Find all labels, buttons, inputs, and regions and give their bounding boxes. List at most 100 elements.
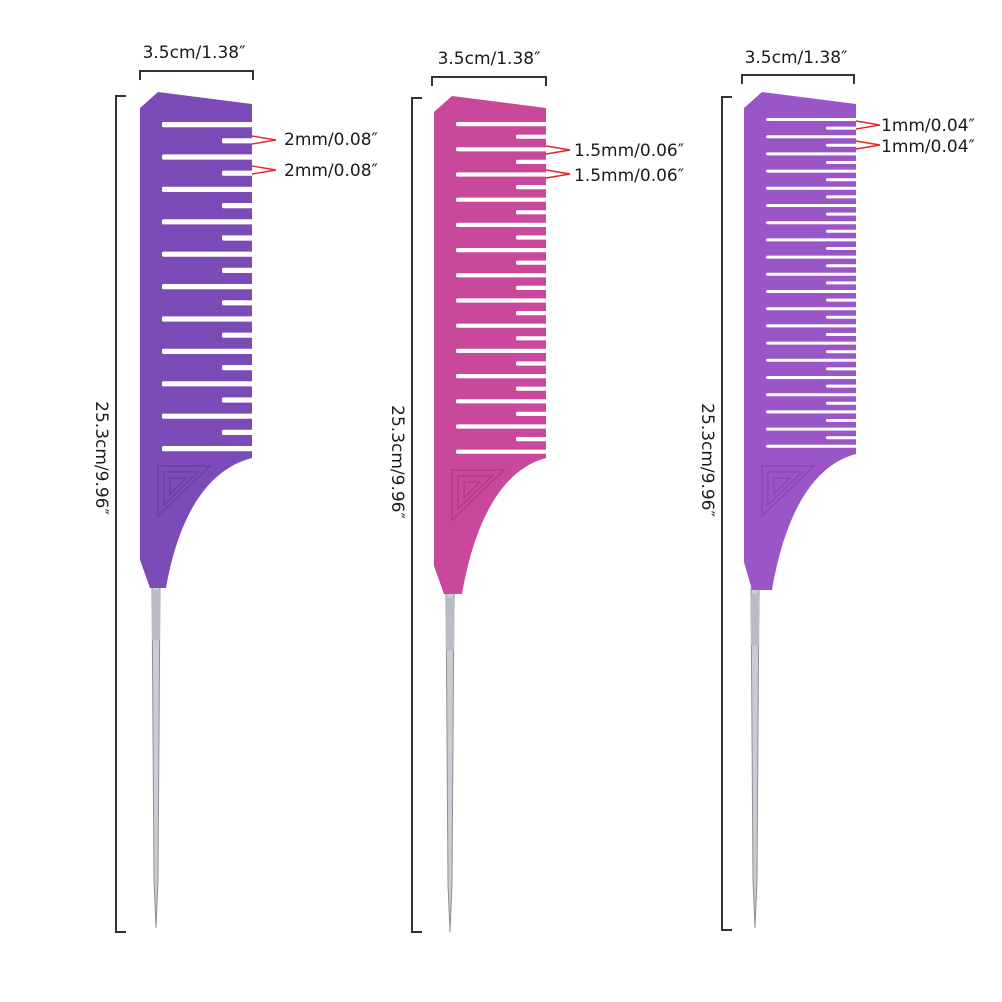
tooth-gap <box>222 332 253 338</box>
tooth-gap <box>456 122 547 127</box>
tooth-gap <box>826 264 857 268</box>
tooth-gap <box>766 255 857 259</box>
tooth-gap <box>222 203 253 209</box>
tooth-gap <box>826 315 857 319</box>
tooth-gap <box>766 272 857 276</box>
tooth-gap <box>456 424 547 429</box>
tooth-gap <box>766 169 857 173</box>
comb-1-length-label: 25.3cm/9.96″ <box>91 401 111 515</box>
comb-1-spacing-markers <box>251 135 277 175</box>
comb-1-triangle-emblem <box>157 465 212 518</box>
tooth-gap <box>826 384 857 388</box>
tooth-gap <box>456 323 547 328</box>
tooth-gap <box>766 427 857 431</box>
tooth-gap <box>162 381 253 387</box>
comb-1-teeth-gaps <box>162 122 253 452</box>
tooth-gap <box>516 285 547 290</box>
tooth-gap <box>456 449 547 454</box>
tooth-gap <box>516 437 547 442</box>
tooth-gap <box>162 154 253 160</box>
tooth-gap <box>456 248 547 253</box>
comb-2-length-label: 25.3cm/9.96″ <box>387 405 407 519</box>
tooth-gap <box>222 429 253 435</box>
tooth-gap <box>826 367 857 371</box>
tooth-gap <box>516 235 547 240</box>
tooth-gap <box>516 361 547 366</box>
comb-1-body <box>140 92 252 588</box>
tooth-gap <box>766 290 857 293</box>
comb-2-triangle-emblem <box>451 469 506 522</box>
tooth-gap <box>766 358 857 362</box>
tooth-gap <box>456 348 547 353</box>
tooth-gap <box>516 386 547 391</box>
tooth-gap <box>516 336 547 341</box>
comb-3-length-label: 25.3cm/9.96″ <box>697 403 717 517</box>
tooth-gap <box>516 260 547 265</box>
tooth-gap <box>162 186 253 192</box>
tooth-gap <box>766 238 857 242</box>
comb-1: 3.5cm/1.38″ 25.3cm/9.96″ 2mm/0.08″ 2mm/0… <box>91 43 378 933</box>
tooth-gap <box>826 436 857 440</box>
tooth-gap <box>826 401 857 405</box>
comb-3-spacing-markers <box>855 120 881 150</box>
comb-3-length-bracket <box>721 96 732 931</box>
tooth-gap <box>766 204 857 207</box>
comb-2-pin-grip <box>446 598 454 650</box>
tooth-gap <box>766 307 857 311</box>
comb-2-width-bracket <box>431 76 547 86</box>
tooth-gap <box>162 219 253 225</box>
tooth-gap <box>162 122 253 128</box>
tooth-gap <box>766 324 857 328</box>
comb-3-spacing-label-1: 1mm/0.04″ <box>881 116 975 136</box>
tooth-gap <box>222 267 253 273</box>
tooth-gap <box>516 159 547 164</box>
comb-2-width-label: 3.5cm/1.38″ <box>438 49 541 69</box>
tooth-gap <box>456 172 547 177</box>
tooth-gap <box>162 251 253 257</box>
comb-3-teeth-gaps <box>766 118 857 448</box>
comb-1-width-bracket <box>139 70 254 80</box>
tooth-gap <box>766 410 857 414</box>
tooth-gap <box>826 419 857 422</box>
tooth-gap <box>162 284 253 290</box>
tooth-gap <box>162 348 253 354</box>
tooth-gap <box>456 222 547 227</box>
comb-3-triangle-emblem <box>761 465 816 518</box>
tooth-gap <box>766 341 857 345</box>
tooth-gap <box>162 446 253 452</box>
tooth-gap <box>826 178 857 182</box>
tooth-gap <box>162 316 253 322</box>
tooth-gap <box>766 135 857 139</box>
comb-2-spacing-markers <box>545 145 571 179</box>
tooth-gap <box>826 126 857 130</box>
tooth-gap <box>766 376 857 379</box>
comb-3-spacing-label-2: 1mm/0.04″ <box>881 137 975 157</box>
comb-2-body <box>434 96 546 594</box>
tooth-gap <box>826 281 857 285</box>
tooth-gap <box>456 298 547 303</box>
comb-1-width-label: 3.5cm/1.38″ <box>143 43 246 63</box>
tooth-gap <box>766 118 857 121</box>
tooth-gap <box>162 413 253 419</box>
tooth-gap <box>826 229 857 233</box>
comb-3-pin-grip <box>751 594 759 645</box>
tooth-gap <box>516 210 547 215</box>
comb-1-spacing-label-2: 2mm/0.08″ <box>284 161 378 181</box>
tooth-gap <box>456 374 547 379</box>
tooth-gap <box>766 152 857 156</box>
comb-3: 3.5cm/1.38″ 25.3cm/9.96″ 1mm/0.04″ 1mm/0… <box>697 48 975 931</box>
comb-3-width-bracket <box>741 74 855 84</box>
tooth-gap <box>222 397 253 403</box>
tooth-gap <box>456 399 547 404</box>
tooth-gap <box>826 333 857 336</box>
tooth-gap <box>826 143 857 147</box>
tooth-gap <box>456 147 547 152</box>
comb-1-pin-grip <box>152 590 160 640</box>
tooth-gap <box>826 161 857 164</box>
tooth-gap <box>222 170 253 176</box>
tooth-gap <box>766 186 857 190</box>
tooth-gap <box>516 311 547 316</box>
comb-2-spacing-label-1: 1.5mm/0.06″ <box>574 141 684 161</box>
comb-2-length-bracket <box>411 97 422 933</box>
